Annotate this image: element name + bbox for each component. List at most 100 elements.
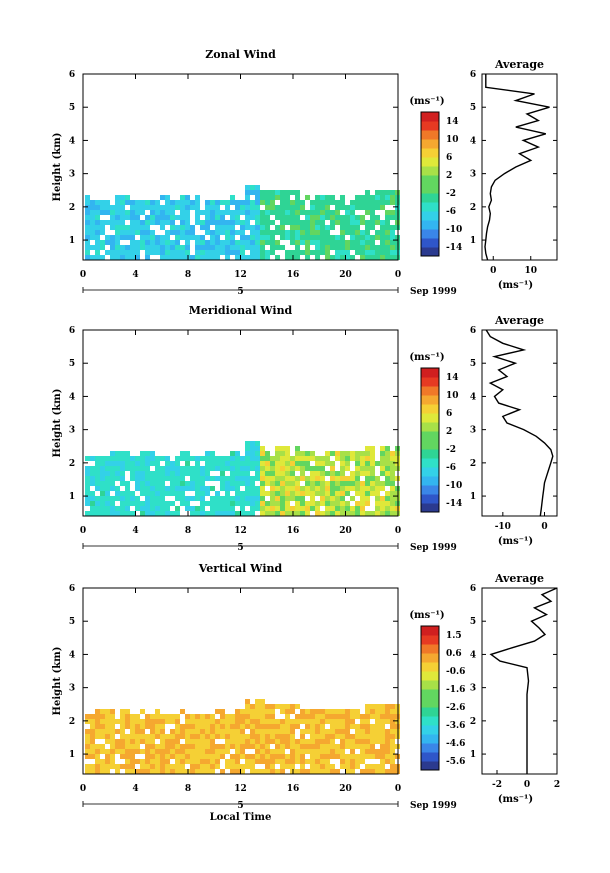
profile-frame [481, 329, 558, 517]
colorbar-segment [421, 220, 439, 230]
profile-title: Average [494, 572, 544, 585]
colorbar-frame [420, 367, 440, 513]
y-axis-label: Height (km) [52, 389, 63, 458]
profile-y-tick-label: 1 [470, 492, 476, 502]
colorbar-segment [421, 404, 439, 414]
profile-y-tick-label: 5 [470, 359, 476, 369]
date-label: Sep 1999 [410, 801, 457, 811]
x-tick-label: 4 [132, 526, 138, 536]
x-tick-label: 0 [395, 784, 401, 794]
colorbar-unit: (ms⁻¹) [409, 96, 444, 107]
panel-title: Zonal Wind [205, 48, 276, 61]
colorbar-segment [421, 431, 439, 441]
colorbar-tick-label: 10 [446, 391, 459, 401]
x-tick-label: 0 [395, 526, 401, 536]
colorbar-segment [421, 377, 439, 387]
date-marker: 5 [237, 801, 243, 811]
x-tick-label: 20 [339, 270, 352, 280]
profile-line [484, 74, 550, 261]
y-tick-label: 5 [69, 359, 75, 369]
colorbar-segment [421, 395, 439, 405]
y-tick-label: 5 [69, 103, 75, 113]
profile-y-tick-label: 6 [470, 584, 476, 594]
colorbar-segment [421, 368, 439, 378]
x-tick-label: 12 [234, 270, 247, 280]
x-tick-label: 8 [185, 784, 191, 794]
colorbar-tick-label: 6 [446, 153, 452, 163]
profile-y-tick-label: 5 [470, 103, 476, 113]
y-axis-label: Height (km) [52, 647, 63, 716]
colorbar-segment [421, 449, 439, 459]
colorbar-tick-label: -6 [446, 207, 456, 217]
profile-frame [481, 587, 558, 775]
colorbar-tick-label: -6 [446, 463, 456, 473]
x-tick-label: 0 [80, 526, 86, 536]
profile-y-tick-label: 6 [470, 70, 476, 80]
date-label: Sep 1999 [410, 287, 457, 297]
heatmap-cells [85, 441, 400, 516]
profile-x-tick-label: 0 [541, 522, 547, 532]
colorbar-tick-label: -10 [446, 481, 462, 491]
profile-line [485, 329, 554, 517]
y-tick-label: 2 [69, 459, 75, 469]
colorbar-tick-label: 14 [446, 373, 459, 383]
y-tick-label: 5 [69, 617, 75, 627]
profile-x-tick-label: 2 [554, 780, 560, 790]
heatmap-cells [85, 699, 400, 774]
colorbar-segment [421, 467, 439, 477]
colorbar-segment [421, 193, 439, 203]
colorbar-segment [421, 440, 439, 450]
colorbar-segment [421, 503, 439, 513]
colorbar-tick-label: 14 [446, 117, 459, 127]
colorbar-segment [421, 689, 439, 699]
colorbar-segment [421, 184, 439, 194]
colorbar-segment [421, 761, 439, 771]
profile-y-tick-label: 5 [470, 617, 476, 627]
colorbar-tick-label: -14 [446, 243, 462, 253]
colorbar-tick-label: -1.6 [446, 685, 465, 695]
y-tick-label: 3 [69, 684, 75, 694]
colorbar-segment [421, 725, 439, 735]
heatmap-cells [85, 185, 400, 260]
colorbar-segment [421, 238, 439, 248]
colorbar-segment [421, 485, 439, 495]
colorbar-segment [421, 476, 439, 486]
colorbar-tick-label: -14 [446, 499, 462, 509]
x-tick-label: 16 [287, 784, 300, 794]
colorbar-tick-label: 6 [446, 409, 452, 419]
colorbar-tick-label: -5.6 [446, 757, 465, 767]
y-tick-label: 6 [69, 326, 75, 336]
profile-y-tick-label: 4 [470, 136, 476, 146]
y-tick-label: 4 [69, 392, 75, 402]
colorbar-segment [421, 626, 439, 636]
colorbar-tick-label: -10 [446, 225, 462, 235]
y-tick-label: 1 [69, 236, 75, 246]
colorbar-segment [421, 743, 439, 753]
x-tick-label: 0 [395, 270, 401, 280]
profile-frame [481, 73, 558, 261]
x-tick-label: 16 [287, 526, 300, 536]
x-tick-label: 4 [132, 270, 138, 280]
y-tick-label: 1 [69, 750, 75, 760]
y-tick-label: 4 [69, 650, 75, 660]
colorbar-unit: (ms⁻¹) [409, 610, 444, 621]
profile-y-tick-label: 1 [470, 236, 476, 246]
colorbar-unit: (ms⁻¹) [409, 352, 444, 363]
profile-title: Average [494, 314, 544, 327]
colorbar-segment [421, 247, 439, 257]
profile-y-tick-label: 4 [470, 392, 476, 402]
panel-title: Meridional Wind [189, 304, 293, 317]
profile-y-tick-label: 2 [470, 459, 476, 469]
colorbar-segment [421, 635, 439, 645]
x-tick-label: 20 [339, 784, 352, 794]
profile-x-label: (ms⁻¹) [498, 794, 533, 805]
profile-title: Average [494, 58, 544, 71]
y-tick-label: 3 [69, 170, 75, 180]
profile-x-label: (ms⁻¹) [498, 280, 533, 291]
x-tick-label: 20 [339, 526, 352, 536]
colorbar-segment [421, 671, 439, 681]
profile-x-tick-label: 0 [490, 266, 496, 276]
x-tick-label: 12 [234, 526, 247, 536]
